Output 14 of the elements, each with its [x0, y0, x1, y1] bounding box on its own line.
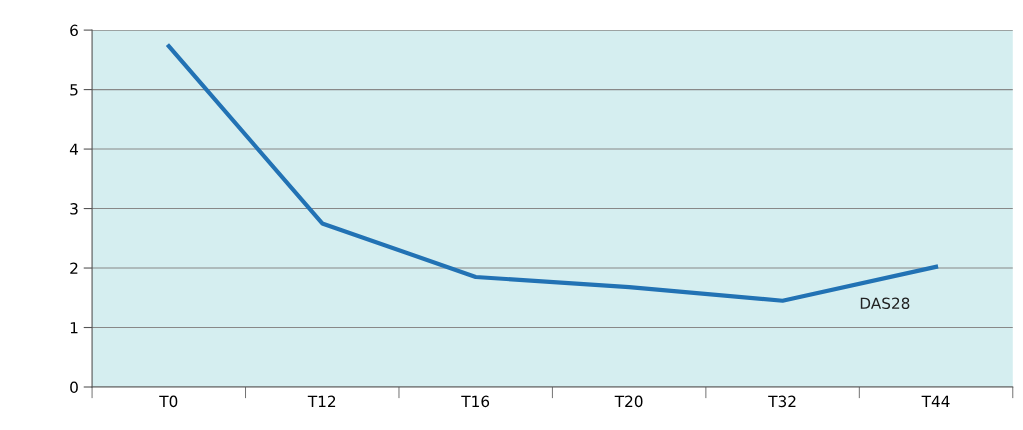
x-tick-label: T44: [921, 395, 950, 407]
x-tick-label: T20: [614, 395, 643, 408]
x-tick-label: T12: [307, 395, 336, 407]
y-tick-label: 0: [70, 381, 78, 394]
x-tick-label: T16: [461, 395, 490, 408]
series-label: DAS28: [860, 297, 910, 310]
y-tick-label: 3: [70, 203, 78, 215]
y-tick-label: 4: [69, 143, 79, 155]
y-tick-label: 1: [70, 322, 78, 334]
y-tick-label: 2: [70, 262, 78, 274]
x-tick-label: T0: [159, 395, 178, 408]
x-tick-label: T32: [768, 395, 796, 408]
y-tick-label: 6: [70, 24, 78, 37]
y-tick-label: 5: [70, 84, 78, 96]
